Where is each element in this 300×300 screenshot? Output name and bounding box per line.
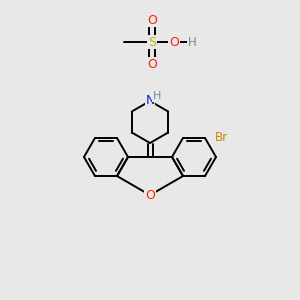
Text: O: O	[169, 35, 179, 49]
Text: H: H	[153, 91, 161, 101]
Text: N: N	[145, 94, 155, 107]
Text: O: O	[147, 14, 157, 26]
Text: O: O	[147, 58, 157, 70]
Text: S: S	[148, 35, 156, 49]
Text: O: O	[145, 189, 155, 202]
Text: H: H	[188, 35, 196, 49]
Text: Br: Br	[214, 131, 228, 144]
